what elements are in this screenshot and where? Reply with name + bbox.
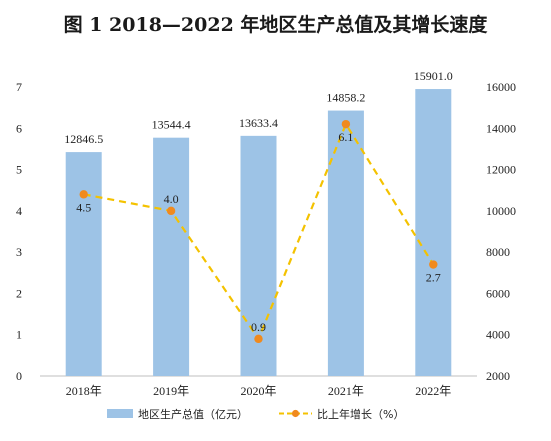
legend-line-marker: [291, 409, 300, 418]
right-tick-label: 12000: [486, 163, 516, 177]
left-tick-label: 7: [16, 80, 22, 94]
growth-point: [429, 260, 438, 269]
right-tick-label: 8000: [486, 245, 510, 259]
left-tick-label: 4: [16, 204, 22, 218]
x-tick-label: 2022年: [415, 384, 451, 398]
growth-points: [79, 119, 438, 344]
growth-point: [254, 334, 263, 344]
right-tick-label: 16000: [486, 80, 516, 94]
gdp-value-label: 13633.4: [239, 116, 278, 130]
x-axis-labels: 2018年 2019年 2020年 2021年 2022年: [66, 384, 452, 398]
gdp-bar: [415, 89, 452, 376]
legend: 地区生产总值（亿元） 比上年增长（%）: [107, 407, 404, 421]
growth-value-label: 2.7: [426, 271, 441, 285]
growth-value-label: 4.5: [76, 200, 91, 214]
right-tick-label: 4000: [486, 328, 510, 342]
gdp-bar: [327, 110, 364, 377]
right-tick-label: 6000: [486, 286, 510, 300]
gdp-value-label: 15901.0: [414, 69, 453, 83]
gdp-value-label: 13544.4: [152, 118, 191, 132]
growth-point: [166, 206, 176, 216]
growth-value-label: 6.1: [338, 130, 353, 144]
left-tick-label: 2: [16, 286, 22, 300]
x-tick-label: 2018年: [66, 384, 102, 398]
legend-line-label: 比上年增长（%）: [317, 407, 404, 421]
left-tick-label: 1: [16, 328, 22, 342]
right-axis: 2000 4000 6000 8000 10000 12000 14000 16000: [486, 80, 516, 383]
legend-bar-swatch: [107, 409, 133, 418]
x-tick-label: 2019年: [153, 384, 189, 398]
gdp-value-label: 12846.5: [64, 132, 103, 146]
right-tick-label: 2000: [486, 369, 510, 383]
bar-value-labels: 12846.5 13544.4 13633.4 14858.2 15901.0: [64, 69, 453, 146]
gdp-bar: [65, 152, 102, 376]
x-tick-label: 2021年: [328, 384, 364, 398]
legend-bar-label: 地区生产总值（亿元）: [138, 407, 248, 421]
right-tick-label: 14000: [486, 121, 516, 135]
growth-point: [341, 119, 351, 129]
growth-value-labels: 4.5 4.0 0.9 6.1 2.7: [76, 130, 441, 334]
x-tick-label: 2020年: [240, 384, 276, 398]
left-tick-label: 5: [16, 163, 22, 177]
chart-title: 图 1 2018—2022 年地区生产总值及其增长速度: [63, 14, 488, 36]
left-tick-label: 3: [16, 245, 22, 259]
growth-value-label: 0.9: [251, 320, 266, 334]
growth-value-label: 4.0: [164, 192, 179, 206]
gdp-bar: [153, 137, 190, 376]
growth-point: [79, 190, 88, 199]
left-tick-label: 0: [16, 369, 22, 383]
left-tick-label: 6: [16, 121, 22, 135]
gdp-value-label: 14858.2: [326, 91, 365, 105]
left-axis: 0 1 2 3 4 5 6 7: [16, 80, 22, 383]
right-tick-label: 10000: [486, 204, 516, 218]
bar-series: [65, 89, 452, 377]
